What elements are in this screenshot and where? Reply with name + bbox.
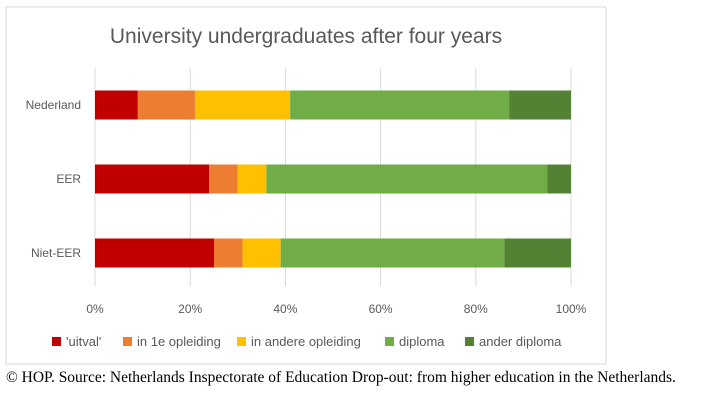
bar-segment	[547, 164, 571, 194]
y-tick-label: EER	[56, 172, 81, 186]
x-tick-label: 100%	[556, 302, 587, 316]
legend-swatch	[123, 337, 132, 346]
bar-segment	[209, 164, 238, 194]
bar-segment	[280, 238, 505, 268]
legend-label: in andere opleiding	[251, 334, 361, 349]
bar-segment	[95, 90, 138, 120]
bar-segment	[237, 164, 267, 194]
legend-swatch	[52, 337, 61, 346]
bar-segment	[509, 90, 571, 120]
bar-segment	[214, 238, 243, 268]
y-tick-label: Niet-EER	[31, 246, 81, 260]
legend-label: ander diploma	[479, 334, 562, 349]
bars	[95, 90, 571, 268]
bar-segment	[95, 164, 210, 194]
legend-swatch	[237, 337, 246, 346]
x-tick-label: 80%	[464, 302, 488, 316]
bar-segment	[504, 238, 571, 268]
bar-segment	[242, 238, 281, 268]
bar-segment	[290, 90, 510, 120]
legend-swatch	[465, 337, 474, 346]
bar-segment	[137, 90, 195, 120]
x-tick-label: 0%	[86, 302, 104, 316]
bar-segment	[194, 90, 291, 120]
figure-caption: © HOP. Source: Netherlands Inspectorate …	[6, 369, 676, 386]
x-axis-labels: 0% 20% 40% 60% 80% 100%	[86, 302, 586, 316]
legend-label: diploma	[399, 334, 445, 349]
x-tick-label: 20%	[178, 302, 202, 316]
y-tick-label: Nederland	[26, 98, 81, 112]
legend-swatch	[385, 337, 394, 346]
x-tick-label: 40%	[273, 302, 297, 316]
chart-title: University undergraduates after four yea…	[110, 25, 502, 48]
chart: University undergraduates after four yea…	[5, 6, 607, 365]
legend-label: in 1e opleiding	[137, 334, 221, 349]
bar-segment	[266, 164, 548, 194]
x-tick-label: 60%	[369, 302, 393, 316]
bar-segment	[95, 238, 214, 268]
legend-label: 'uitval'	[66, 334, 101, 349]
legend: 'uitval' in 1e opleiding in andere opleidi…	[52, 334, 562, 349]
y-axis-labels: Nederland EER Niet-EER	[26, 98, 82, 260]
